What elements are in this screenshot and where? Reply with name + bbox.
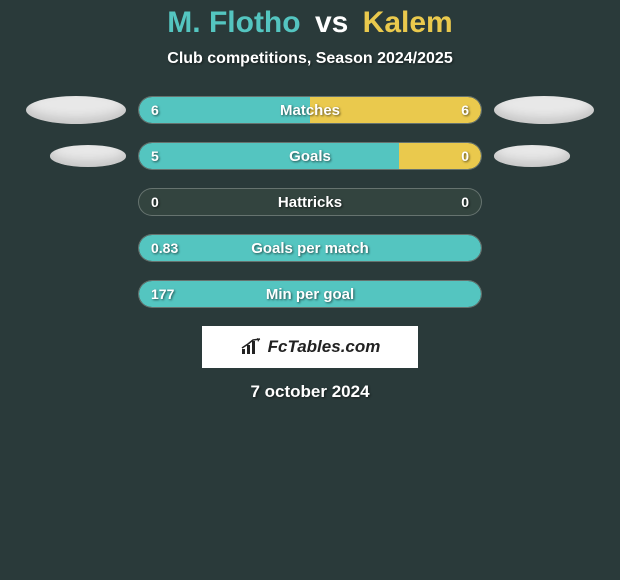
stat-bar: 5Goals0: [138, 142, 482, 170]
comparison-card: M. Flotho vs Kalem Club competitions, Se…: [0, 0, 620, 402]
stat-label: Hattricks: [139, 189, 481, 215]
logo-text: FcTables.com: [268, 337, 381, 357]
stat-row: 0Hattricks0: [0, 188, 620, 216]
stat-bar: 0.83Goals per match: [138, 234, 482, 262]
player2-name: Kalem: [363, 6, 453, 39]
stat-bar: 0Hattricks0: [138, 188, 482, 216]
stat-value-right: 0: [461, 189, 469, 215]
stat-label: Goals per match: [139, 235, 481, 261]
stat-row: 177Min per goal: [0, 280, 620, 308]
stat-label: Matches: [139, 97, 481, 123]
vs-label: vs: [315, 6, 348, 39]
date-label: 7 october 2024: [0, 382, 620, 402]
subtitle: Club competitions, Season 2024/2025: [0, 50, 620, 68]
player1-name: M. Flotho: [167, 6, 300, 39]
stat-bar: 177Min per goal: [138, 280, 482, 308]
player1-avatar: [26, 96, 126, 124]
stat-row: 5Goals0: [0, 142, 620, 170]
logo-box: FcTables.com: [202, 326, 418, 368]
stat-row: 6Matches6: [0, 96, 620, 124]
page-title: M. Flotho vs Kalem: [0, 6, 620, 40]
stat-value-right: 0: [461, 143, 469, 169]
player2-avatar: [494, 145, 570, 166]
player2-avatar: [494, 96, 594, 124]
stat-label: Goals: [139, 143, 481, 169]
chart-icon: [240, 338, 262, 356]
stat-rows: 6Matches65Goals00Hattricks00.83Goals per…: [0, 96, 620, 308]
stat-value-right: 6: [461, 97, 469, 123]
stat-row: 0.83Goals per match: [0, 234, 620, 262]
stat-bar: 6Matches6: [138, 96, 482, 124]
stat-label: Min per goal: [139, 281, 481, 307]
player1-avatar: [50, 145, 126, 166]
